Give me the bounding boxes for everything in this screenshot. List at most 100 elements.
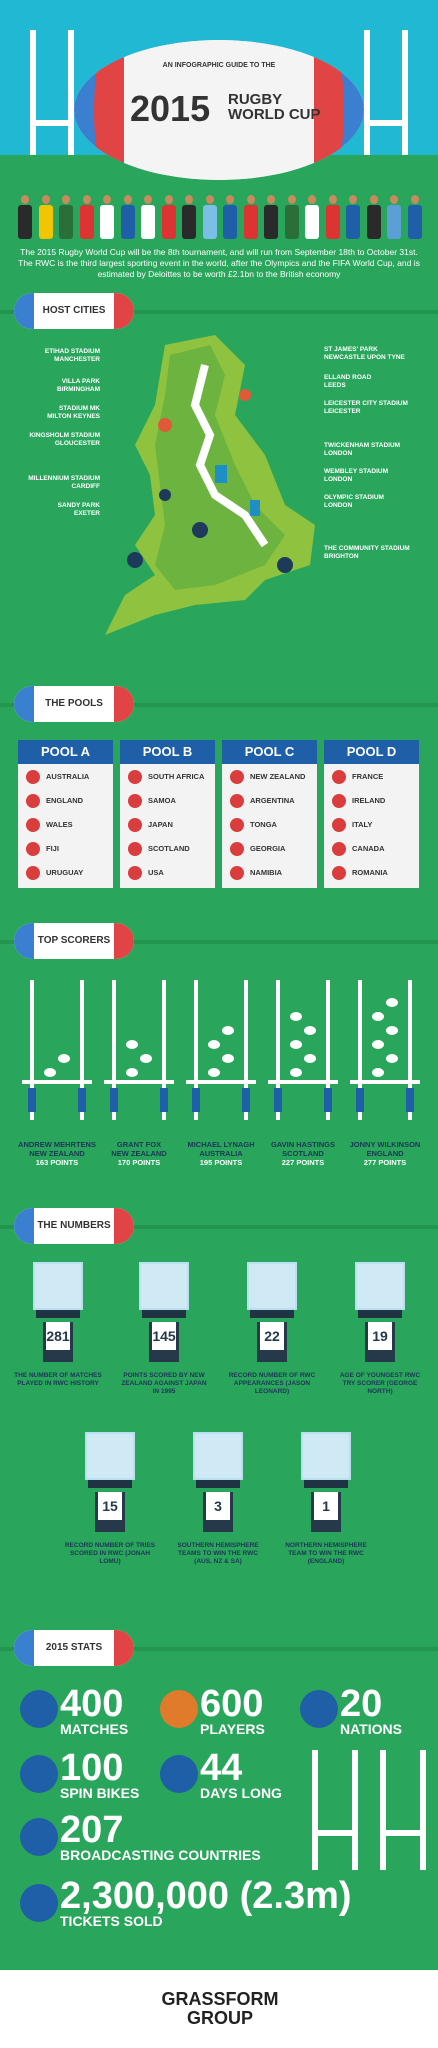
pool-card: POOL D FRANCE IRELAND ITALY CANADA ROMANIA: [324, 740, 419, 888]
number-caption: SOUTHERN HEMISPHERE TEAMS TO WIN THE RWC…: [177, 1542, 259, 1565]
city-label: ST JAMES' PARK NEWCASTLE UPON TYNE: [324, 346, 405, 361]
number-display: 281 THE NUMBER OF MATCHES PLAYED IN RWC H…: [12, 1262, 104, 1388]
number-value: 19: [368, 1322, 392, 1350]
number-value: 15: [98, 1492, 122, 1520]
city-label: VILLA PARK BIRMINGHAM: [57, 378, 100, 393]
goal-posts-icon: [268, 980, 338, 1130]
display-case-icon: [139, 1262, 189, 1310]
number-caption: RECORD NUMBER OF TRIES SCORED IN RWC (JO…: [64, 1542, 156, 1565]
number-display: 145 POINTS SCORED BY NEW ZEALAND AGAINST …: [118, 1262, 210, 1396]
ticket-icon: [20, 1884, 58, 1922]
number-caption: THE NUMBER OF MATCHES PLAYED IN RWC HIST…: [14, 1372, 102, 1387]
section-top-scorers: TOP SCORERS: [14, 923, 134, 959]
pool-title: POOL B: [120, 740, 215, 764]
players-row: [0, 185, 438, 245]
city-label: SANDY PARK EXETER: [57, 502, 100, 517]
team-emblem-icon: [26, 842, 40, 856]
ball-icon: [372, 1040, 384, 1049]
scorer-label: GAVIN HASTINGS SCOTLAND 227 POINTS: [270, 1140, 336, 1167]
team-emblem-icon: [26, 794, 40, 808]
pool-team: GEORGIA: [222, 838, 317, 860]
ball-icon: [386, 1026, 398, 1035]
pool-team: IRELAND: [324, 790, 419, 812]
stat-tickets: 2,300,000 (2.3m) TICKETS SOLD: [60, 1875, 352, 1929]
city-label: LEICESTER CITY STADIUM LEICESTER: [324, 400, 408, 415]
stat-days: 44 DAYS LONG: [200, 1747, 282, 1801]
player-figure: [284, 195, 299, 239]
team-emblem-icon: [128, 866, 142, 880]
display-case-icon: [301, 1432, 351, 1480]
ball-icon: [140, 1054, 152, 1063]
goal-posts-icon: [186, 980, 256, 1130]
player-figure: [161, 195, 176, 239]
rugby-ball-icon: [74, 40, 364, 180]
player-figure: [18, 195, 32, 239]
pool-title: POOL D: [324, 740, 419, 764]
team-emblem-icon: [128, 842, 142, 856]
ball-icon: [208, 1040, 220, 1049]
pool-team: FRANCE: [324, 766, 419, 788]
number-value: 3: [206, 1492, 230, 1520]
player-figure: [366, 195, 381, 239]
city-label: MILLENNIUM STADIUM CARDIFF: [28, 475, 100, 490]
stat-players: 600 PLAYERS: [200, 1683, 265, 1737]
goal-post-left-2: [68, 30, 74, 180]
goal-posts-icon: [22, 980, 92, 1130]
display-case-icon: [85, 1432, 135, 1480]
section-pools: THE POOLS: [14, 686, 134, 722]
player-figure: [407, 195, 422, 239]
team-emblem-icon: [332, 842, 346, 856]
number-display: 1 NORTHERN HEMISPHERE TEAM TO WIN THE RWC…: [280, 1432, 372, 1566]
england-map: [105, 335, 315, 635]
header-year: 2015: [130, 88, 211, 129]
crossbar-right: [364, 120, 408, 126]
city-label: KINGSHOLM STADIUM GLOUCESTER: [29, 432, 100, 447]
pool-team: JAPAN: [120, 814, 215, 836]
player-figure: [325, 195, 340, 239]
stadium-icon: [20, 1690, 58, 1728]
ball-icon: [126, 1068, 138, 1077]
grassform-logo: GRASSFORM GROUP: [161, 1989, 279, 2028]
number-value: 281: [46, 1322, 70, 1350]
stat-nations: 20 NATIONS: [340, 1683, 402, 1737]
team-emblem-icon: [26, 866, 40, 880]
number-caption: AGE OF YOUNGEST RWC TRY SCORER (GEORGE N…: [339, 1372, 421, 1395]
team-emblem-icon: [128, 794, 142, 808]
pool-card: POOL C NEW ZEALAND ARGENTINA TONGA GEORGIA NA…: [222, 740, 317, 888]
scorer-label: GRANT FOX NEW ZEALAND 170 POINTS: [111, 1140, 167, 1167]
player-figure: [305, 195, 319, 239]
player-figure: [202, 195, 217, 239]
ball-icon: [386, 1054, 398, 1063]
team-emblem-icon: [128, 770, 142, 784]
stat-broadcast: 207 BROADCASTING COUNTRIES: [60, 1809, 261, 1863]
pool-team: SOUTH AFRICA: [120, 766, 215, 788]
ball-icon: [58, 1054, 70, 1063]
number-display: 22 RECORD NUMBER OF RWC APPEARANCES (JASO…: [226, 1262, 318, 1396]
pool-team: ITALY: [324, 814, 419, 836]
section-stats: 2015 STATS: [14, 1630, 134, 1666]
ball-icon: [222, 1026, 234, 1035]
pool-team: SCOTLAND: [120, 838, 215, 860]
pool-team: AUSTRALIA: [18, 766, 113, 788]
team-emblem-icon: [230, 770, 244, 784]
ball-icon: [372, 1012, 384, 1021]
goal-post-right: [364, 30, 370, 180]
pool-team: URUGUAY: [18, 862, 113, 884]
ball-icon: [290, 1012, 302, 1021]
pool-team: ENGLAND: [18, 790, 113, 812]
crossbar-left: [30, 120, 74, 126]
ball-icon: [372, 1068, 384, 1077]
pool-team: NAMIBIA: [222, 862, 317, 884]
team-emblem-icon: [128, 818, 142, 832]
team-emblem-icon: [230, 794, 244, 808]
pool-title: POOL A: [18, 740, 113, 764]
team-emblem-icon: [230, 866, 244, 880]
camera-icon: [20, 1818, 58, 1856]
goal-posts-icon: [104, 980, 174, 1130]
intro-text: The 2015 Rugby World Cup will be the 8th…: [18, 247, 420, 279]
player-figure: [387, 195, 401, 239]
pool-team: WALES: [18, 814, 113, 836]
player-figure: [223, 195, 237, 239]
stat-bikes: 100 SPIN BIKES: [60, 1747, 140, 1801]
pool-team: CANADA: [324, 838, 419, 860]
